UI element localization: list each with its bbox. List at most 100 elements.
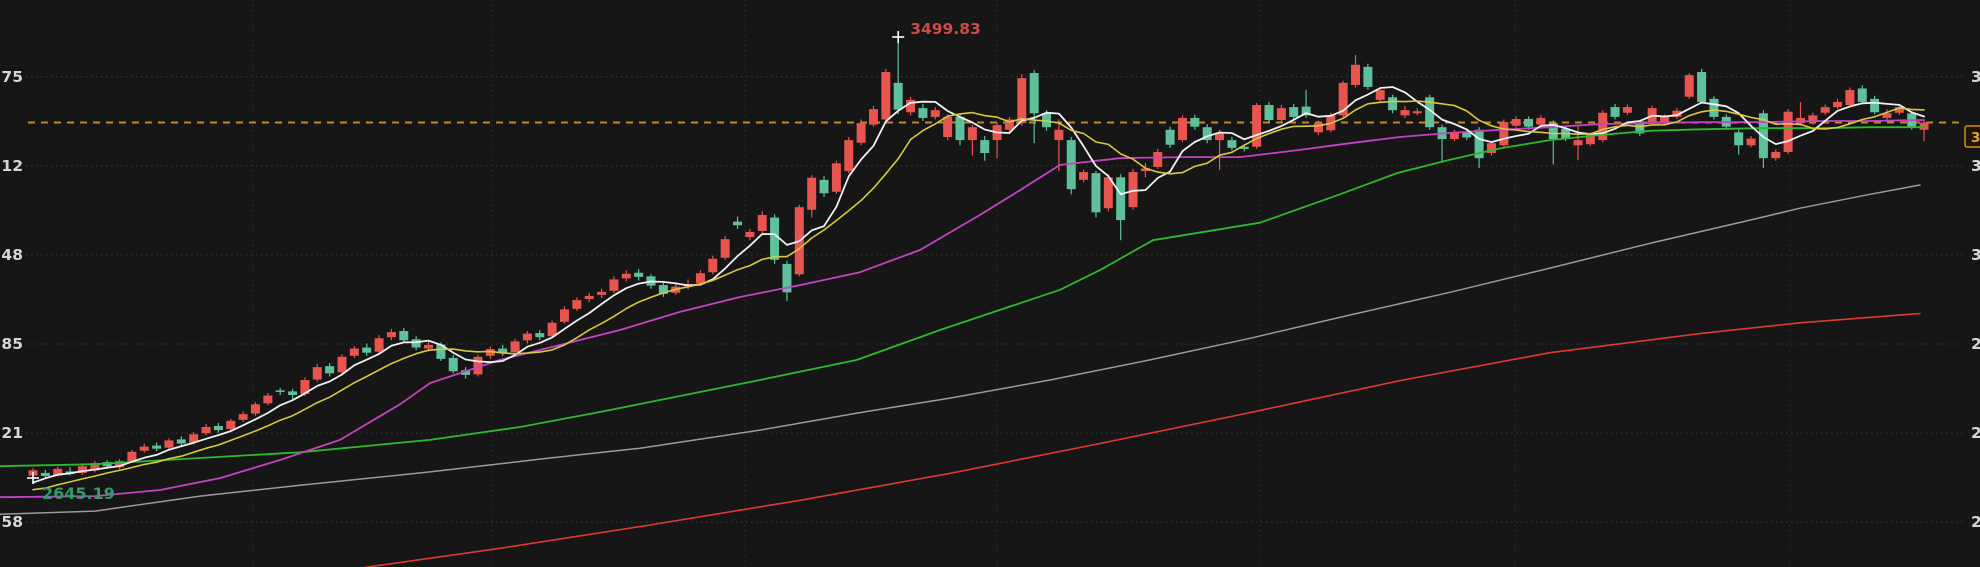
candle[interactable] [362,343,372,356]
candle[interactable] [1400,106,1410,118]
candle[interactable] [1091,171,1101,218]
candle[interactable] [1684,73,1694,99]
candle[interactable] [597,288,607,299]
candle[interactable] [1289,103,1299,120]
candle[interactable] [918,103,928,122]
candle[interactable] [1870,95,1880,115]
candle[interactable] [1351,54,1361,88]
candle[interactable] [547,320,557,339]
candle[interactable] [448,354,458,374]
candle[interactable] [1771,149,1781,161]
candle[interactable] [770,214,780,264]
candle[interactable] [1202,124,1212,144]
candle[interactable] [720,236,730,260]
candle[interactable] [819,176,829,197]
candle[interactable] [1412,108,1422,116]
candle[interactable] [1808,112,1818,125]
candle[interactable] [1511,116,1521,128]
candle[interactable] [152,442,162,452]
candle[interactable] [1486,141,1496,156]
candle[interactable] [312,364,322,382]
candle[interactable] [1449,129,1459,142]
candle[interactable] [634,269,644,281]
candle[interactable] [1388,94,1398,114]
candle[interactable] [906,96,916,116]
candle[interactable] [1252,102,1262,149]
candle[interactable] [522,331,532,344]
candle[interactable] [856,119,866,146]
candle[interactable] [992,122,1002,159]
candle[interactable] [374,335,384,354]
candle[interactable] [1462,128,1472,141]
candle[interactable] [1140,162,1150,178]
candle[interactable] [893,37,903,115]
candle[interactable] [399,327,409,343]
candle[interactable] [1153,148,1163,170]
candle[interactable] [1709,96,1719,120]
candle[interactable] [1783,109,1793,155]
candle[interactable] [1499,119,1509,148]
candle[interactable] [473,354,483,377]
candle[interactable] [40,469,50,478]
candle[interactable] [1029,69,1039,144]
candle[interactable] [695,270,705,286]
candle[interactable] [807,175,817,218]
candle[interactable] [757,211,767,233]
candle[interactable] [1882,109,1892,121]
candle[interactable] [77,464,87,475]
candle[interactable] [1066,137,1076,195]
candle[interactable] [1165,126,1175,148]
candle[interactable] [1116,174,1126,241]
candle[interactable] [1697,68,1707,104]
candle[interactable] [201,423,211,436]
candle[interactable] [1375,87,1385,102]
candle[interactable] [658,282,668,297]
candle[interactable] [1622,104,1632,115]
candle[interactable] [930,107,940,120]
candle[interactable] [980,135,990,161]
candle[interactable] [1672,108,1682,119]
candle[interactable] [1734,129,1744,155]
candle[interactable] [1746,135,1756,148]
candle[interactable] [1536,115,1546,127]
candle[interactable] [263,392,273,406]
candle[interactable] [325,363,335,377]
candle[interactable] [1363,63,1373,90]
candles-layer[interactable] [28,37,1929,478]
candle[interactable] [1017,74,1027,126]
candle[interactable] [1103,174,1113,212]
candle[interactable] [1264,101,1274,123]
candle[interactable] [609,276,619,293]
candle[interactable] [831,160,841,194]
candle[interactable] [1437,124,1447,163]
candle[interactable] [498,344,508,356]
candle[interactable] [1227,137,1237,151]
candle[interactable] [844,137,854,174]
candle[interactable] [213,422,223,433]
candle[interactable] [584,292,594,303]
candle[interactable] [708,255,718,275]
candle[interactable] [1573,124,1583,161]
candle[interactable] [485,346,495,359]
candle[interactable] [733,216,743,229]
candle[interactable] [164,438,174,450]
candle[interactable] [572,297,582,311]
candle[interactable] [943,114,953,141]
candle[interactable] [1474,127,1484,168]
candle[interactable] [782,260,792,302]
candle[interactable] [1598,110,1608,143]
candle[interactable] [535,329,545,341]
candle[interactable] [955,113,965,146]
candle[interactable] [337,354,347,375]
candle[interactable] [745,228,755,241]
candle[interactable] [510,338,520,355]
candle[interactable] [1276,105,1286,123]
candle[interactable] [1004,116,1014,133]
candle[interactable] [967,124,977,156]
candle[interactable] [559,306,569,324]
candle[interactable] [176,436,186,447]
candle[interactable] [1833,98,1843,110]
candle[interactable] [1610,103,1620,120]
